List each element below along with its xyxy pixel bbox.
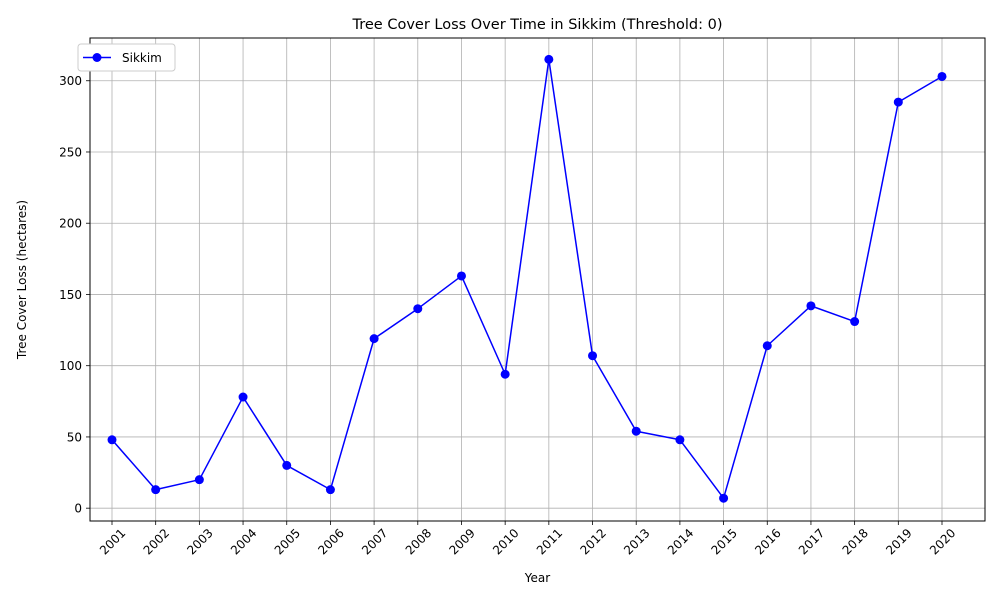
data-point: [413, 304, 423, 314]
data-point: [325, 485, 335, 495]
data-point: [456, 271, 466, 281]
data-point: [194, 475, 204, 485]
data-point: [850, 317, 860, 327]
y-tick-label: 150: [59, 288, 82, 302]
data-point: [893, 97, 903, 107]
x-axis-label: Year: [524, 571, 550, 585]
data-point: [675, 435, 685, 445]
data-point: [719, 493, 729, 503]
data-point: [238, 392, 248, 402]
y-axis: 0 50 100 150 200 250 300: [59, 74, 90, 516]
data-point: [937, 71, 947, 81]
y-tick-label: 100: [59, 359, 82, 373]
y-tick-label: 50: [67, 430, 82, 444]
data-point: [369, 334, 379, 344]
legend-box: [77, 43, 176, 72]
series-layer: [107, 54, 947, 503]
data-point: [282, 460, 292, 470]
data-point: [151, 485, 161, 495]
data-point: [544, 54, 554, 64]
legend-marker-sample: [92, 53, 102, 62]
plot-frame: [89, 37, 986, 522]
grid-lines: [90, 38, 985, 521]
y-tick-label: 250: [59, 145, 82, 159]
data-point: [631, 426, 641, 436]
y-axis-label: Tree Cover Loss (hectares): [15, 200, 29, 360]
data-point: [762, 341, 772, 351]
series-line: [111, 58, 943, 499]
data-point: [500, 369, 510, 379]
y-tick-label: 200: [59, 217, 82, 231]
y-tick-label: 300: [59, 74, 82, 88]
data-point: [806, 301, 816, 311]
chart-title: Tree Cover Loss Over Time in Sikkim (Thr…: [352, 17, 723, 33]
legend-label-sikkim: Sikkim: [122, 51, 162, 65]
data-point: [588, 351, 598, 361]
data-point: [107, 435, 117, 445]
plot-area: [90, 38, 985, 521]
y-tick-label: 0: [74, 502, 82, 516]
legend: Sikkim: [77, 43, 176, 72]
